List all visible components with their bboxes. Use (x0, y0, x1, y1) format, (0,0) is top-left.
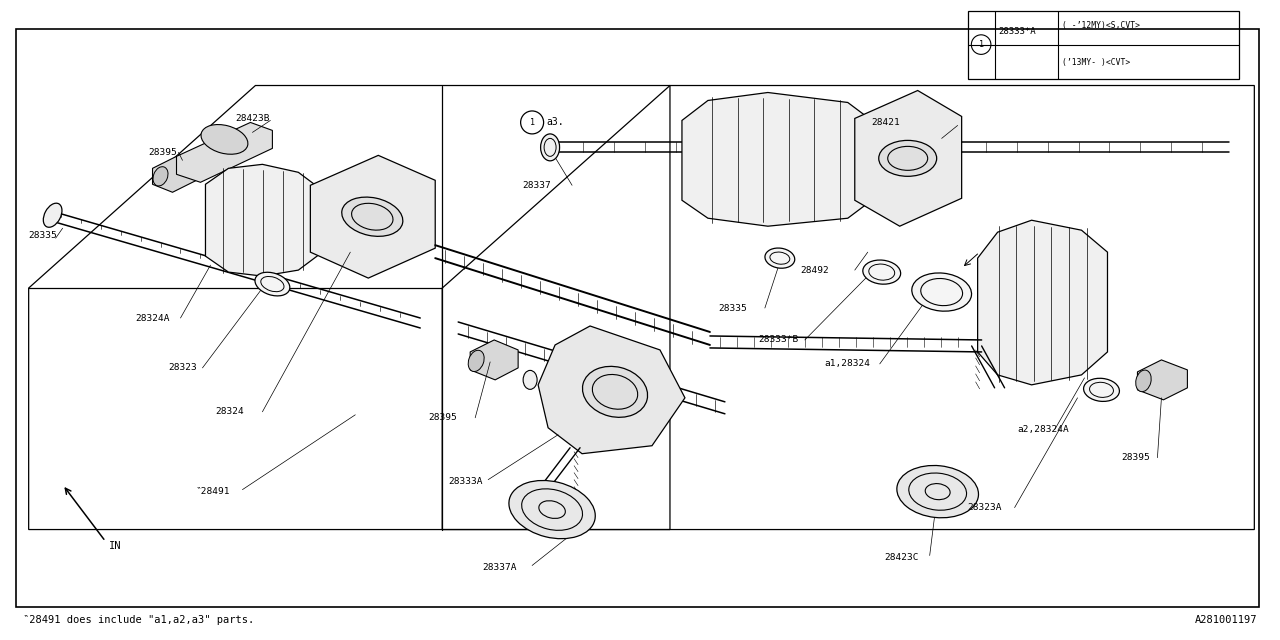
Text: (’13MY- )<CVT>: (’13MY- )<CVT> (1061, 58, 1130, 67)
Ellipse shape (879, 140, 937, 176)
Ellipse shape (342, 197, 403, 236)
Polygon shape (152, 156, 197, 192)
Text: A281001197: A281001197 (1194, 615, 1257, 625)
Polygon shape (855, 90, 961, 226)
Ellipse shape (1084, 378, 1120, 401)
Ellipse shape (897, 465, 978, 518)
Ellipse shape (44, 203, 61, 227)
Ellipse shape (582, 366, 648, 417)
Ellipse shape (255, 272, 289, 296)
Polygon shape (206, 164, 323, 276)
Text: ‶28491 does include "a1,a2,a3" parts.: ‶28491 does include "a1,a2,a3" parts. (23, 615, 253, 625)
Polygon shape (538, 326, 685, 454)
Text: 28324A: 28324A (136, 314, 170, 323)
Text: 28323: 28323 (169, 364, 197, 372)
Polygon shape (310, 156, 435, 278)
Text: 28324: 28324 (215, 407, 244, 416)
Text: 28421: 28421 (872, 118, 901, 127)
Text: 28492: 28492 (800, 266, 828, 275)
Polygon shape (177, 122, 273, 182)
Ellipse shape (1135, 370, 1151, 392)
Ellipse shape (154, 166, 168, 186)
Bar (968, 11, 1239, 79)
Polygon shape (682, 93, 872, 226)
Text: 28333*A: 28333*A (998, 26, 1037, 36)
Ellipse shape (540, 134, 559, 161)
Polygon shape (1138, 360, 1188, 400)
Text: 28395: 28395 (1121, 453, 1151, 462)
Text: 28337: 28337 (522, 180, 550, 190)
Ellipse shape (468, 350, 484, 372)
Text: ( -’12MY)<S,CVT>: ( -’12MY)<S,CVT> (1061, 21, 1139, 30)
Text: 28395: 28395 (429, 413, 457, 422)
Text: 1: 1 (979, 40, 983, 49)
Ellipse shape (863, 260, 901, 284)
Text: 28395: 28395 (148, 148, 178, 157)
Text: 28323A: 28323A (968, 503, 1002, 512)
Text: 28337A: 28337A (483, 563, 517, 572)
Text: a3.: a3. (547, 117, 563, 127)
Text: 1: 1 (530, 118, 535, 127)
Polygon shape (978, 220, 1107, 385)
Text: 28335: 28335 (718, 303, 746, 312)
Ellipse shape (911, 273, 972, 311)
Text: a1,28324: a1,28324 (824, 360, 870, 369)
Text: 28423C: 28423C (884, 553, 919, 562)
Ellipse shape (509, 481, 595, 539)
Text: 28423B: 28423B (236, 114, 270, 123)
Text: 28333*B: 28333*B (758, 335, 799, 344)
Text: 28335: 28335 (28, 230, 58, 240)
Ellipse shape (765, 248, 795, 268)
Text: 28333A: 28333A (448, 477, 483, 486)
Text: a2,28324A: a2,28324A (1018, 425, 1069, 435)
Text: ‶28491: ‶28491 (196, 487, 230, 496)
Ellipse shape (524, 371, 538, 389)
Ellipse shape (201, 125, 248, 154)
Text: IN: IN (109, 541, 122, 550)
Polygon shape (470, 340, 518, 380)
